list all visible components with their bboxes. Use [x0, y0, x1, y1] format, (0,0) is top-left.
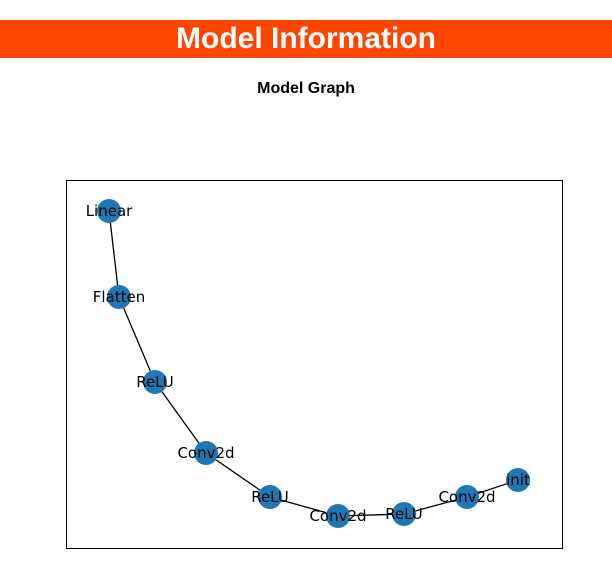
graph-edges — [108, 210, 519, 517]
graph-node-relu — [143, 370, 167, 394]
graph-node-label: Linear — [86, 202, 133, 220]
page-header-banner: Model Information — [0, 20, 612, 58]
graph-node-label: Flatten — [93, 288, 146, 306]
graph-node-label: ReLU — [251, 488, 289, 506]
graph-node-label: Conv2d — [309, 507, 366, 525]
graph-node-relu — [258, 485, 282, 509]
graph-frame — [66, 180, 563, 549]
graph-nodes — [97, 199, 530, 528]
graph-edge — [108, 210, 120, 298]
graph-node-label: ReLU — [385, 505, 423, 523]
graph-labels: Linear Flatten ReLU Conv2d ReLU Conv2d ReLU Con… — [86, 202, 530, 525]
graph-node-label: Conv2d — [177, 444, 234, 462]
graph-node-label: ReLU — [136, 373, 174, 391]
graph-node-conv2d — [194, 441, 218, 465]
graph-node-linear — [97, 199, 121, 223]
graph-node-conv2d — [455, 485, 479, 509]
graph-edge — [205, 452, 271, 498]
graph-title: Model Graph — [257, 80, 355, 97]
graph-edge — [154, 381, 207, 454]
graph-node-label: init — [506, 471, 530, 489]
graph-node-relu — [392, 502, 416, 526]
graph-edge — [118, 296, 156, 383]
graph-node-flatten — [107, 285, 131, 309]
graph-node-label: Conv2d — [438, 488, 495, 506]
graph-node-init — [506, 468, 530, 492]
graph-node-conv2d — [326, 504, 350, 528]
